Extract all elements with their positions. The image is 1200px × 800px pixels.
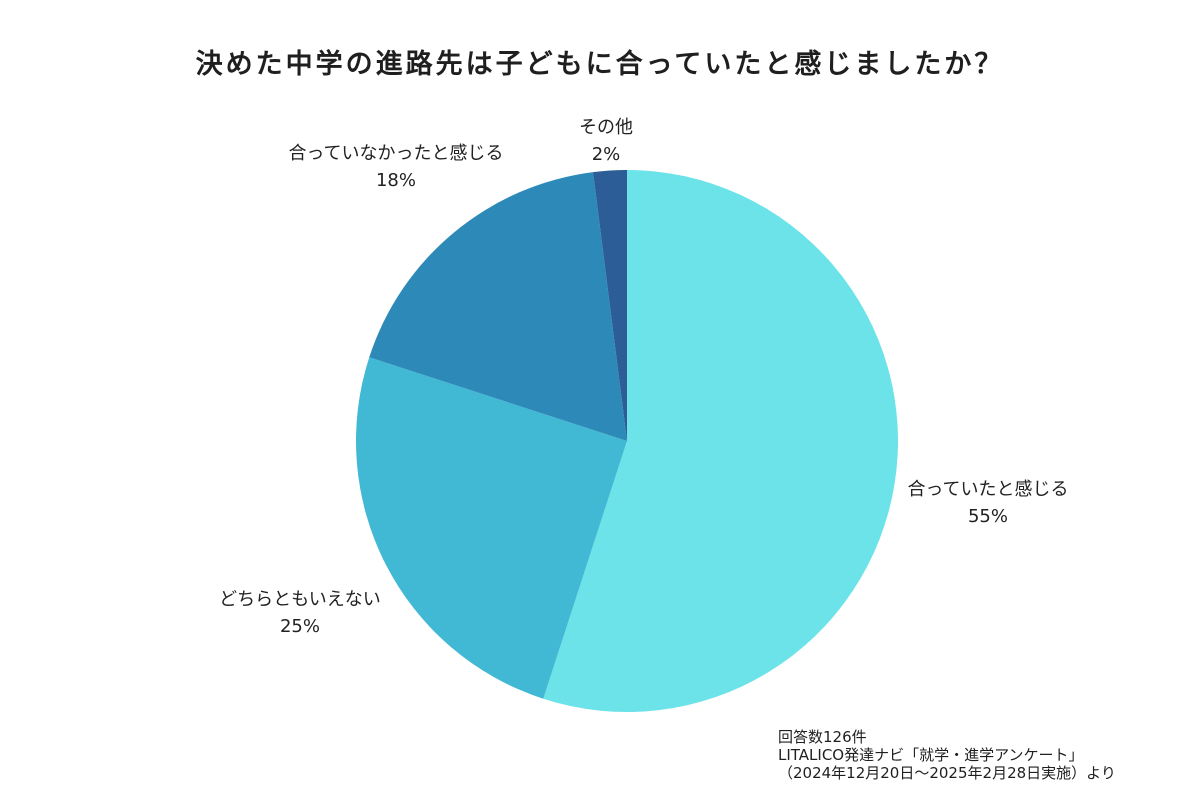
- pie-slice-other: [593, 170, 627, 441]
- source-footnote: 回答数126件 LITALICO発達ナビ「就学・進学アンケート」 （2024年1…: [778, 728, 1116, 782]
- slice-label-name: どちらともいえない: [219, 589, 381, 610]
- survey-source: LITALICO発達ナビ「就学・進学アンケート」: [778, 746, 1084, 764]
- slice-label-percent: 2%: [591, 144, 621, 165]
- slice-label-neutral: どちらともいえない 25%: [180, 586, 420, 640]
- survey-period: （2024年12月20日～2025年2月28日実施）より: [778, 764, 1116, 782]
- chart-title: 決めた中学の進路先は子どもに合っていたと感じましたか？: [195, 49, 1005, 80]
- pie-slices: [355, 170, 898, 712]
- slice-label-name: 合っていなかったと感じる: [288, 143, 504, 164]
- slice-label-percent: 25%: [279, 616, 320, 637]
- slice-label-not-fit: 合っていなかったと感じる 18%: [256, 140, 536, 194]
- pie-slice-fit: [543, 170, 898, 712]
- pie-slice-neutral: [355, 357, 627, 699]
- response-count: 回答数126件: [778, 728, 867, 746]
- slice-label-name: その他: [579, 117, 633, 138]
- pie-slice-not-fit: [369, 172, 627, 441]
- slice-label-name: 合っていたと感じる: [907, 479, 1069, 500]
- slice-label-percent: 55%: [967, 506, 1008, 527]
- slice-label-percent: 18%: [375, 170, 416, 191]
- slice-label-other: その他 2%: [546, 114, 666, 168]
- slice-label-fit: 合っていたと感じる 55%: [868, 476, 1108, 530]
